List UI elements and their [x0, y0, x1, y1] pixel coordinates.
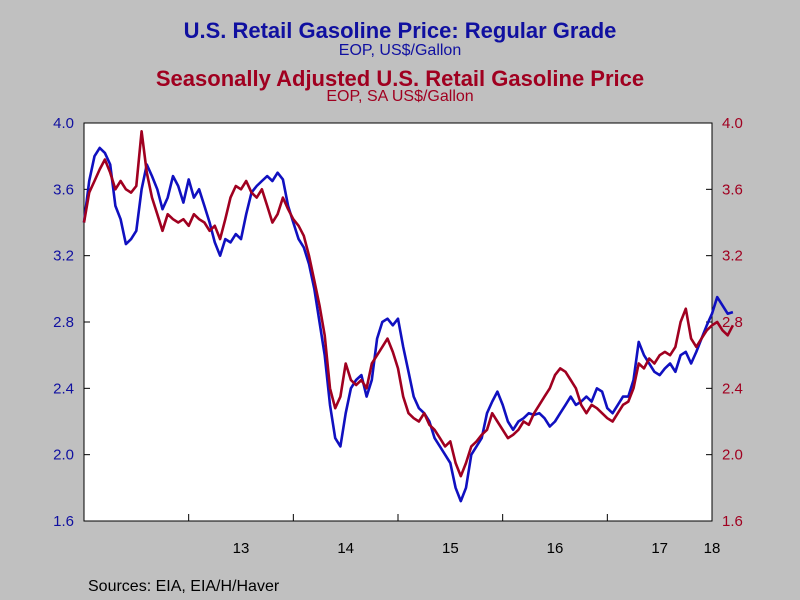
x-tick-label: 17 — [651, 540, 668, 557]
x-tick-label: 15 — [442, 540, 459, 557]
y-right-tick-label: 2.4 — [722, 380, 743, 397]
x-tick-label: 14 — [337, 540, 354, 557]
y-right-tick-label: 3.2 — [722, 248, 743, 265]
series-line-2 — [82, 130, 735, 478]
x-tick-label: 16 — [547, 540, 564, 557]
y-left-tick-label: 2.4 — [53, 380, 74, 397]
chart-title-primary: U.S. Retail Gasoline Price: Regular Grad… — [183, 18, 617, 43]
y-left-tick-label: 3.2 — [53, 248, 74, 265]
y-right-tick-label: 4.0 — [722, 115, 743, 132]
y-left-tick-label: 3.6 — [53, 181, 74, 198]
chart-title-secondary: Seasonally Adjusted U.S. Retail Gasoline… — [155, 66, 645, 91]
x-tick-label: 18 — [704, 540, 721, 557]
y-right-tick-label: 2.0 — [722, 447, 743, 464]
x-tick-label: 13 — [233, 540, 250, 557]
y-left-tick-label: 1.6 — [53, 513, 74, 530]
series-line-1 — [82, 146, 734, 503]
y-right-tick-label: 3.6 — [722, 181, 743, 198]
chart-subtitle-primary: EOP, US$/Gallon — [338, 42, 462, 59]
source-note: Sources: EIA, EIA/H/Haver — [88, 578, 280, 595]
y-right-tick-label: 2.8 — [722, 314, 743, 331]
chart-subtitle-secondary: EOP, SA US$/Gallon — [326, 88, 474, 105]
y-left-tick-label: 2.8 — [53, 314, 74, 331]
y-left-tick-label: 4.0 — [53, 115, 74, 132]
y-right-tick-label: 1.6 — [722, 513, 743, 530]
y-left-tick-label: 2.0 — [53, 447, 74, 464]
